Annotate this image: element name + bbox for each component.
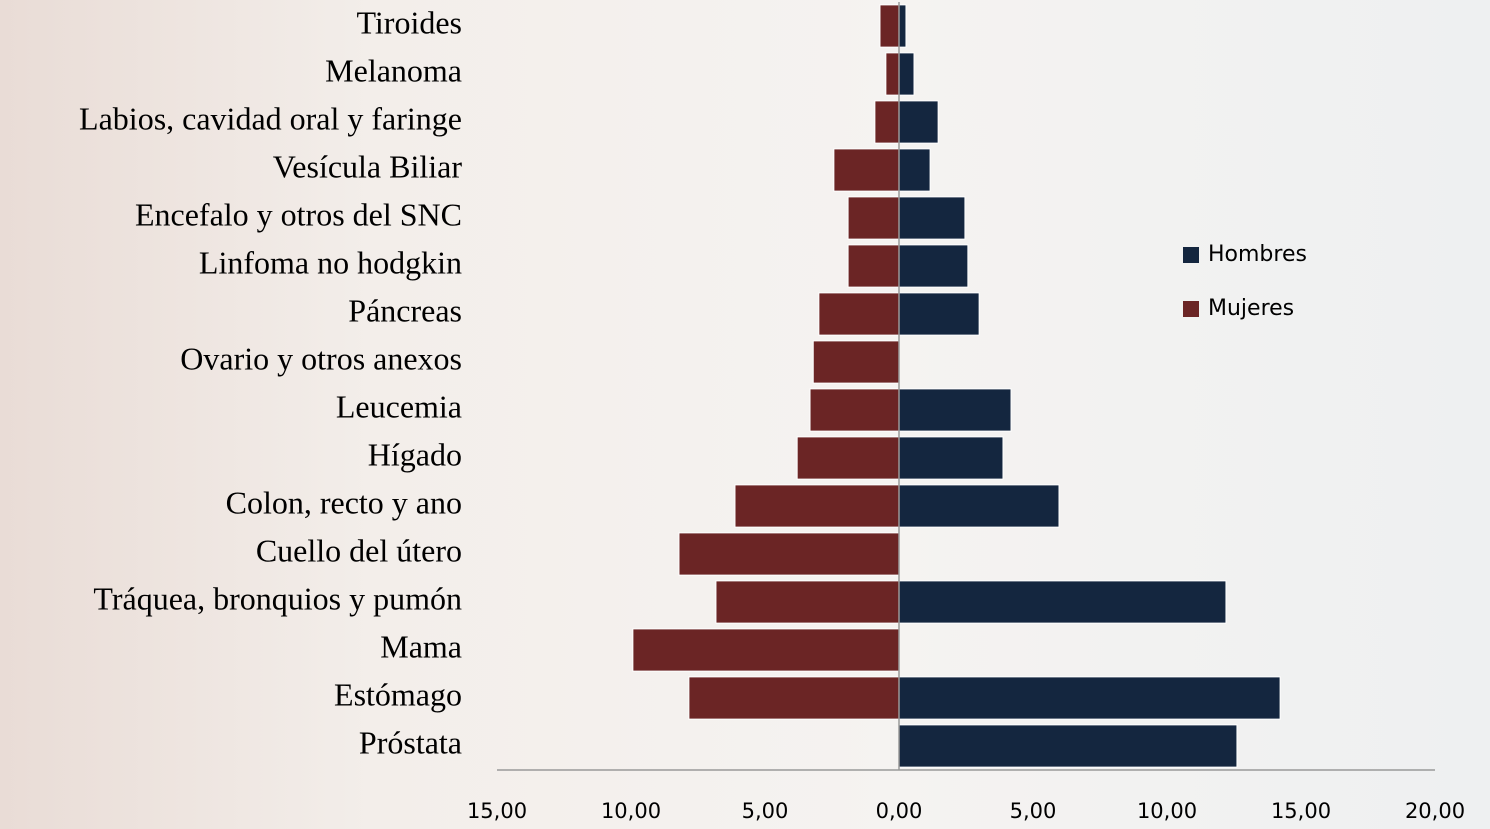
category-label: Estómago <box>334 676 462 712</box>
bar <box>633 629 899 671</box>
bar <box>899 197 965 239</box>
category-label: Tráquea, bronquios y pumón <box>93 580 462 616</box>
category-label: Vesícula Biliar <box>273 148 463 184</box>
x-tick-label: 10,00 <box>1137 799 1197 823</box>
bar <box>899 389 1011 431</box>
bar <box>899 293 979 335</box>
bar <box>899 5 906 47</box>
bar <box>797 437 899 479</box>
x-tick-label: 15,00 <box>1271 799 1331 823</box>
legend-label: Mujeres <box>1208 296 1294 321</box>
x-tick-label: 20,00 <box>1405 799 1465 823</box>
bar <box>899 437 1003 479</box>
bar <box>735 485 899 527</box>
x-tick-label: 10,00 <box>601 799 661 823</box>
bar <box>899 677 1280 719</box>
category-label: Labios, cavidad oral y faringe <box>79 100 462 136</box>
category-label: Colon, recto y ano <box>226 484 462 520</box>
category-label: Encefalo y otros del SNC <box>135 196 462 232</box>
category-label: Mama <box>380 628 462 664</box>
category-label: Hígado <box>368 436 462 472</box>
bar <box>899 725 1237 767</box>
x-tick-label: 5,00 <box>1010 799 1057 823</box>
category-label: Leucemia <box>336 388 462 424</box>
x-tick-label: 0,00 <box>876 799 923 823</box>
bar <box>679 533 899 575</box>
legend-label: Hombres <box>1208 242 1307 267</box>
bar <box>716 581 899 623</box>
bar <box>880 5 899 47</box>
category-label: Linfoma no hodgkin <box>199 244 462 280</box>
category-label: Ovario y otros anexos <box>180 340 462 376</box>
category-label: Próstata <box>359 724 462 760</box>
bar <box>810 389 899 431</box>
bar <box>899 485 1059 527</box>
bar <box>819 293 899 335</box>
bar <box>689 677 899 719</box>
legend-swatch <box>1183 247 1199 263</box>
legend-swatch <box>1183 301 1199 317</box>
category-label: Cuello del útero <box>256 532 462 568</box>
bar <box>848 245 899 287</box>
bar <box>899 581 1226 623</box>
category-label: Páncreas <box>348 292 462 328</box>
category-label: Tiroides <box>356 4 462 40</box>
x-tick-label: 5,00 <box>742 799 789 823</box>
chart: Tiroides Melanoma Labios, cavidad oral y f… <box>0 0 1490 829</box>
bar <box>848 197 899 239</box>
x-tick-label: 15,00 <box>467 799 527 823</box>
category-label: Melanoma <box>325 52 462 88</box>
bar <box>886 53 899 95</box>
bar <box>875 101 899 143</box>
bar <box>834 149 899 191</box>
bar <box>899 53 914 95</box>
bar <box>899 101 938 143</box>
bar <box>899 149 930 191</box>
bar <box>813 341 899 383</box>
bar <box>899 245 968 287</box>
page: Tiroides Melanoma Labios, cavidad oral y f… <box>0 0 1490 829</box>
